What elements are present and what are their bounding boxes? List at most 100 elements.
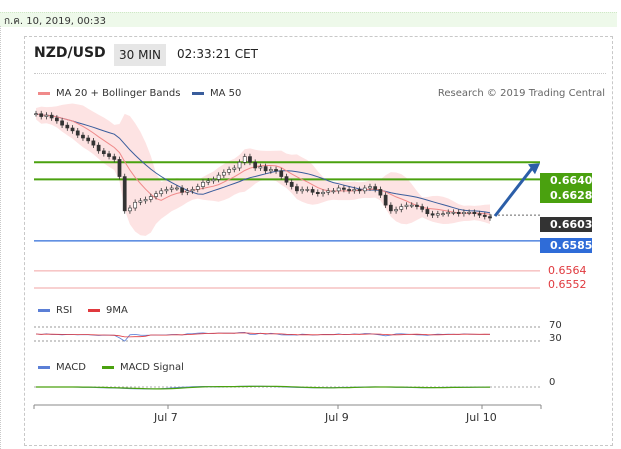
candle-body xyxy=(206,180,211,183)
bollinger-bands xyxy=(36,103,490,236)
candle-body xyxy=(101,150,106,155)
candle-body xyxy=(128,207,132,212)
candle-body xyxy=(467,211,471,214)
timeframe-button[interactable]: 30 MIN xyxy=(114,44,166,66)
forecast-arrow-head xyxy=(528,163,540,175)
candle-body xyxy=(159,190,164,195)
bollinger-band-area xyxy=(36,103,490,236)
candle-body xyxy=(305,189,310,191)
candle-body xyxy=(420,206,425,210)
candle-body xyxy=(315,191,320,195)
left-divider xyxy=(0,26,1,449)
candle-body xyxy=(321,191,325,195)
candle-body xyxy=(258,166,263,169)
candle-body xyxy=(70,127,75,132)
candle-body xyxy=(143,199,148,202)
candle-body xyxy=(211,179,216,182)
candle-body xyxy=(409,204,414,207)
candle-body xyxy=(185,190,190,193)
tag-s1: 0.6564 xyxy=(548,264,587,277)
macd-signal-label: MACD Signal xyxy=(120,362,184,373)
candle-body xyxy=(221,171,226,176)
candle-body xyxy=(342,187,346,190)
ma20-swatch xyxy=(38,91,50,95)
candle-body xyxy=(117,159,122,177)
candle-body xyxy=(289,181,294,187)
candle-body xyxy=(300,189,305,192)
candle-body xyxy=(331,190,336,193)
pair-title: NZD/USD xyxy=(34,45,106,61)
candle-body xyxy=(195,186,200,190)
candle-body xyxy=(81,134,85,139)
legend-macd-signal: MACD Signal xyxy=(102,362,184,373)
candle-body xyxy=(86,137,91,142)
x-axis xyxy=(33,404,542,409)
macd-swatch xyxy=(38,365,50,369)
candle-body xyxy=(91,140,96,146)
credit-text: Research © 2019 Trading Central xyxy=(437,88,605,99)
candle-body xyxy=(180,187,184,193)
date-text: ก.ค. 10, 2019, 00:33 xyxy=(4,16,106,27)
chart-time: 02:33:21 CET xyxy=(177,47,258,61)
candle-body xyxy=(425,209,430,215)
candle-body xyxy=(263,166,268,172)
indicators xyxy=(34,326,540,390)
macd-zero-label: 0 xyxy=(549,377,556,388)
xlabel-jul7: Jul 7 xyxy=(154,411,178,424)
candle-body xyxy=(242,156,247,163)
candle-body xyxy=(326,190,331,193)
candle-body xyxy=(227,169,231,173)
candle-body xyxy=(378,189,383,196)
tag-pivot: 0.6585 xyxy=(540,238,593,253)
candle-body xyxy=(362,187,367,192)
candle-body xyxy=(336,187,341,192)
rsi-9ma-line xyxy=(35,332,491,338)
candle-body xyxy=(148,196,153,200)
candle-body xyxy=(232,167,237,170)
macd-signal-swatch xyxy=(102,365,114,369)
candle-body xyxy=(388,204,393,212)
candle-body xyxy=(253,161,258,169)
candle-body xyxy=(357,189,362,192)
moving-averages xyxy=(35,113,491,215)
candle-body xyxy=(430,213,435,216)
candle-body xyxy=(274,169,278,172)
candle-body xyxy=(368,186,372,189)
candle-body xyxy=(138,200,143,203)
rsi-level-30: 30 xyxy=(549,333,562,344)
candle-body xyxy=(488,216,492,219)
tag-r2: 0.6640 xyxy=(540,173,593,188)
candle-body xyxy=(394,209,398,212)
9ma-label: 9MA xyxy=(106,305,128,316)
candle-body xyxy=(49,114,54,119)
date-bar: ก.ค. 10, 2019, 00:33 xyxy=(0,12,617,27)
candle-body xyxy=(39,113,44,117)
candle-body xyxy=(477,213,482,216)
forecast-arrow-shaft xyxy=(493,167,534,217)
candle-body xyxy=(201,181,205,187)
candle-body xyxy=(75,130,80,136)
candle-body xyxy=(347,189,351,192)
candle-body xyxy=(248,156,252,163)
legend-ma50: MA 50 xyxy=(192,88,241,99)
candle-body xyxy=(96,144,101,152)
macd-label: MACD xyxy=(56,362,86,373)
candle-body xyxy=(383,194,388,206)
candle-body xyxy=(60,120,64,126)
legend-macd: MACD xyxy=(38,362,86,373)
candle-body xyxy=(34,113,38,116)
candle-body xyxy=(404,204,409,207)
candle-body xyxy=(175,187,179,190)
candle-body xyxy=(237,161,242,169)
9ma-swatch xyxy=(88,308,100,312)
candle-body xyxy=(373,186,378,190)
candle-body xyxy=(451,211,456,214)
candle-body xyxy=(399,206,404,210)
candle-body xyxy=(472,211,477,215)
candle-body xyxy=(133,201,138,209)
candle-body xyxy=(352,189,357,192)
ma20-label: MA 20 + Bollinger Bands xyxy=(56,88,181,99)
candle-body xyxy=(122,176,127,212)
legend-9ma: 9MA xyxy=(88,305,128,316)
